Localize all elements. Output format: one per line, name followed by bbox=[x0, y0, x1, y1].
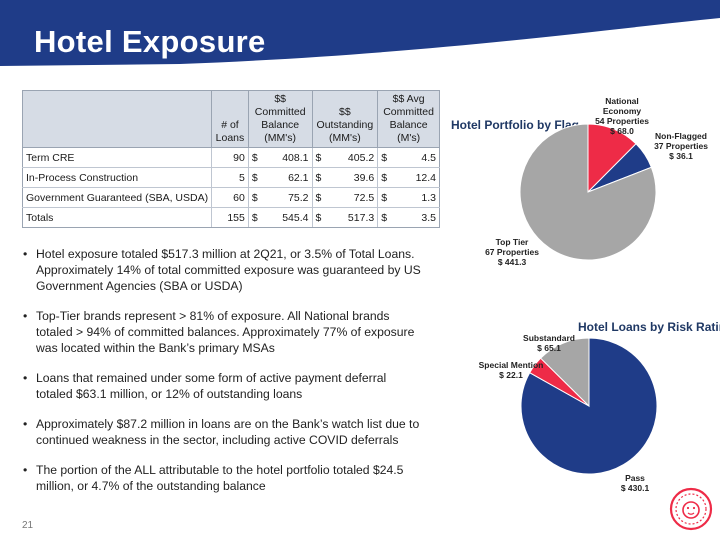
row-outstanding: 72.5 bbox=[327, 187, 378, 208]
label-pass: Pass $ 430.1 bbox=[621, 473, 649, 493]
row-loans: 5 bbox=[211, 167, 249, 188]
label-line: Special Mention bbox=[478, 360, 544, 370]
totals-committed: 545.4 bbox=[263, 207, 312, 228]
row-name: Term CRE bbox=[21, 147, 212, 168]
label-line: $ 68.0 bbox=[610, 126, 634, 136]
row-avg: 12.4 bbox=[392, 167, 441, 188]
bullet-item: Top-Tier brands represent > 81% of expos… bbox=[20, 308, 425, 356]
label-line: 67 Properties bbox=[485, 247, 539, 257]
totals-loans: 155 bbox=[211, 207, 249, 228]
table-header-row: # of Loans $$ Committed Balance (MM's) $… bbox=[21, 90, 440, 148]
row-currency: $ bbox=[377, 147, 393, 168]
table-row: In-Process Construction 5 $ 62.1 $ 39.6 … bbox=[21, 167, 441, 188]
label-line: 54 Properties bbox=[595, 116, 649, 126]
totals-currency: $ bbox=[311, 207, 328, 228]
label-national-economy: National Economy 54 Properties $ 68.0 bbox=[595, 96, 649, 136]
label-line: $ 430.1 bbox=[620, 483, 650, 493]
bullet-item: Loans that remained under some form of a… bbox=[20, 370, 425, 402]
row-currency: $ bbox=[311, 167, 328, 188]
label-line: Substandard bbox=[523, 333, 575, 343]
label-line: Non-Flagged bbox=[655, 131, 707, 141]
header-cell-avg: $$ Avg Committed Balance (M's) bbox=[377, 90, 440, 148]
page-title: Hotel Exposure bbox=[34, 24, 266, 59]
pie-slice-pass bbox=[520, 337, 658, 475]
label-line: $ 22.1 bbox=[499, 370, 523, 380]
risk-pie-chart bbox=[520, 337, 658, 475]
row-avg: 4.5 bbox=[392, 147, 441, 168]
label-line: Economy bbox=[602, 106, 642, 116]
row-currency: $ bbox=[247, 167, 264, 188]
header-cell-name bbox=[21, 90, 212, 148]
row-currency: $ bbox=[311, 187, 328, 208]
table-row: Government Guaranteed (SBA, USDA) 60 $ 7… bbox=[21, 187, 441, 208]
row-committed: 75.2 bbox=[263, 187, 312, 208]
label-non-flagged: Non-Flagged 37 Properties $ 36.1 bbox=[654, 131, 708, 161]
row-currency: $ bbox=[377, 187, 393, 208]
row-loans: 90 bbox=[211, 147, 249, 168]
totals-currency: $ bbox=[247, 207, 264, 228]
row-currency: $ bbox=[247, 147, 264, 168]
bullet-item: The portion of the ALL attributable to t… bbox=[20, 462, 425, 494]
label-line: National bbox=[605, 96, 639, 106]
label-line: Top Tier bbox=[495, 237, 529, 247]
lion-logo-icon bbox=[669, 487, 713, 531]
pie-slice-top-tier-67-properties bbox=[519, 123, 657, 261]
header-banner: Hotel Exposure bbox=[0, 0, 720, 70]
totals-avg: 3.5 bbox=[392, 207, 441, 228]
label-line: $ 36.1 bbox=[669, 151, 693, 161]
label-top-tier: Top Tier 67 Properties $ 441.3 bbox=[485, 237, 539, 267]
label-line: $ 65.1 bbox=[537, 343, 561, 353]
row-currency: $ bbox=[377, 167, 393, 188]
row-outstanding: 405.2 bbox=[327, 147, 378, 168]
pie-slice-substandard bbox=[539, 337, 590, 408]
bullet-item: Approximately $87.2 million in loans are… bbox=[20, 416, 425, 448]
totals-name: Totals bbox=[21, 207, 212, 228]
row-committed: 62.1 bbox=[263, 167, 312, 188]
label-line: 37 Properties bbox=[654, 141, 708, 151]
row-currency: $ bbox=[311, 147, 328, 168]
row-name: In-Process Construction bbox=[21, 167, 212, 188]
header-cell-outstanding: $$ Outstanding (MM's) bbox=[311, 90, 379, 148]
header-cell-committed: $$ Committed Balance (MM's) bbox=[247, 90, 313, 148]
row-currency: $ bbox=[247, 187, 264, 208]
row-name: Government Guaranteed (SBA, USDA) bbox=[21, 187, 212, 208]
totals-outstanding: 517.3 bbox=[327, 207, 378, 228]
label-line: Pass bbox=[625, 473, 645, 483]
summary-bullets: Hotel exposure totaled $517.3 million at… bbox=[20, 246, 425, 508]
flag-pie-chart bbox=[519, 123, 657, 261]
flag-chart-title: Hotel Portfolio by Flag bbox=[451, 118, 579, 132]
row-avg: 1.3 bbox=[392, 187, 441, 208]
risk-chart-title: Hotel Loans by Risk Rating bbox=[578, 320, 720, 334]
totals-currency: $ bbox=[377, 207, 393, 228]
page-number: 21 bbox=[22, 520, 34, 531]
label-line: $ 441.3 bbox=[497, 257, 527, 267]
row-committed: 408.1 bbox=[263, 147, 312, 168]
label-substandard: Substandard $ 65.1 bbox=[523, 333, 575, 353]
table-row: Term CRE 90 $ 408.1 $ 405.2 $ 4.5 bbox=[21, 147, 441, 168]
table-totals-row: Totals 155 $ 545.4 $ 517.3 $ 3.5 bbox=[21, 207, 441, 228]
header-background bbox=[0, 0, 720, 66]
row-loans: 60 bbox=[211, 187, 249, 208]
label-special-mention: Special Mention $ 22.1 bbox=[479, 360, 544, 380]
row-outstanding: 39.6 bbox=[327, 167, 378, 188]
bullet-item: Hotel exposure totaled $517.3 million at… bbox=[20, 246, 425, 294]
hotel-exposure-table: # of Loans $$ Committed Balance (MM's) $… bbox=[21, 90, 441, 228]
header-cell-loans: # of Loans bbox=[211, 90, 249, 148]
